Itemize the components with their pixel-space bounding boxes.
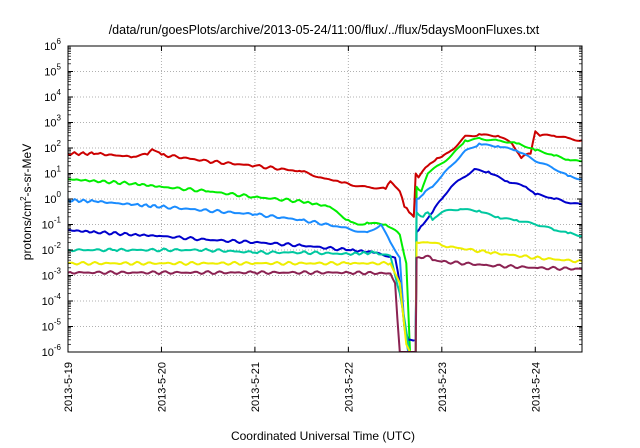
data-series	[68, 130, 582, 352]
series-line-3	[68, 168, 582, 342]
y-tick-exponent: 5	[57, 63, 62, 72]
y-tick-label: 102	[44, 139, 61, 155]
y-tick-exponent: 1	[57, 165, 62, 174]
chart-title: /data/run/goesPlots/archive/2013-05-24/1…	[109, 23, 540, 37]
y-tick-label: 10-6	[42, 343, 62, 359]
y-tick-exponent: 0	[57, 190, 62, 199]
y-tick-label: 10-3	[42, 267, 62, 283]
x-tick-label: 2013-5-24	[530, 362, 542, 412]
x-axis-ticks: 2013-5-19 2013-5-20 2013-5-21 2013-5-22 2013…	[63, 46, 542, 412]
x-tick-label: 2013-5-19	[63, 362, 75, 412]
y-tick-label: 103	[44, 114, 61, 130]
series-line-4	[68, 208, 582, 352]
y-axis-ticks: 10-610-510-410-310-210-11001011021031041…	[42, 37, 582, 359]
y-tick-label: 106	[44, 37, 61, 53]
y-tick-label: 10-5	[42, 318, 62, 334]
series-line-0	[68, 130, 582, 218]
y-tick-exponent: -6	[54, 343, 62, 352]
y-tick-exponent: -3	[54, 267, 62, 276]
y-tick-exponent: -5	[54, 318, 62, 327]
y-tick-label: 104	[44, 88, 61, 104]
x-tick-label: 2013-5-22	[343, 362, 355, 412]
x-axis-label: Coordinated Universal Time (UTC)	[231, 429, 415, 443]
y-tick-label: 105	[44, 63, 61, 79]
series-line-5	[68, 241, 582, 352]
y-tick-exponent: -2	[54, 241, 62, 250]
y-tick-label: 100	[44, 190, 61, 206]
plot-frame	[67, 45, 583, 353]
y-tick-exponent: 3	[57, 114, 62, 123]
y-tick-exponent: 2	[57, 139, 62, 148]
y-tick-exponent: 6	[57, 37, 62, 46]
y-axis-label: protons/cm2-s-sr-MeV	[19, 144, 34, 260]
series-line-2	[68, 142, 582, 352]
x-tick-label: 2013-5-23	[437, 362, 449, 412]
y-tick-exponent: -4	[54, 292, 62, 301]
y-tick-exponent: -1	[54, 216, 62, 225]
x-tick-label: 2013-5-20	[156, 362, 168, 412]
y-tick-label: 101	[44, 165, 61, 181]
series-line-1	[68, 136, 582, 352]
y-tick-label: 10-1	[42, 216, 62, 232]
y-tick-exponent: 4	[57, 88, 62, 97]
y-tick-label: 10-4	[42, 292, 62, 308]
grid	[68, 46, 582, 352]
x-tick-label: 2013-5-21	[250, 362, 262, 412]
y-tick-label: 10-2	[42, 241, 62, 257]
series-line-6	[68, 254, 582, 352]
